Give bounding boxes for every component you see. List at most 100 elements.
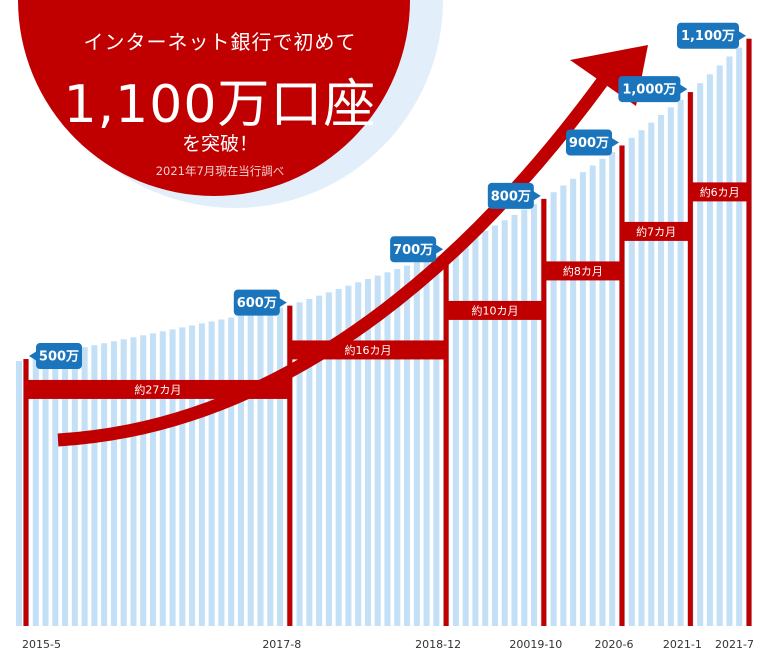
x-tick-label: 2015-5 — [22, 638, 61, 651]
bar — [345, 285, 352, 626]
bar — [384, 272, 391, 626]
milestone-callout: 800万 — [487, 182, 541, 209]
interval-band — [446, 300, 544, 320]
milestone-callout: 600万 — [233, 289, 287, 316]
bar — [325, 292, 332, 626]
milestone-labels: 500万 600万 700万 800万 900万 1,000万 1,100万 — [29, 22, 746, 370]
milestone-callout: 500万 — [29, 343, 82, 370]
interval-band — [26, 379, 290, 399]
bar — [501, 220, 508, 627]
x-tick-label: 2020-6 — [595, 638, 634, 651]
bar — [433, 255, 440, 626]
bar — [560, 185, 567, 627]
bar — [423, 258, 430, 626]
milestone-label: 1,000万 — [622, 83, 676, 98]
x-tick-label: 2017-8 — [262, 638, 301, 651]
x-tick-label: 20019-10 — [509, 638, 562, 651]
milestone-label: 500万 — [39, 350, 79, 365]
milestone-line — [687, 92, 693, 626]
milestone-line — [746, 38, 752, 626]
milestone-callout: 1,000万 — [618, 76, 688, 103]
bar — [32, 357, 39, 626]
milestone-line — [443, 252, 449, 626]
headline-line3: を突破！ — [181, 133, 258, 155]
bar — [62, 351, 69, 626]
interval-band — [690, 182, 749, 202]
bar — [482, 230, 489, 626]
bar — [208, 321, 215, 626]
bar — [364, 278, 371, 626]
milestone-callout: 900万 — [565, 129, 619, 156]
headline-line1: インターネット銀行で初めて — [83, 30, 357, 54]
bar — [189, 325, 196, 626]
milestone-callout: 1,100万 — [677, 22, 746, 49]
bar — [228, 317, 235, 626]
milestone-line — [541, 198, 547, 626]
milestone-label: 800万 — [491, 189, 531, 204]
bar — [198, 323, 205, 626]
bar — [726, 56, 733, 627]
bar — [628, 137, 635, 626]
bar — [472, 236, 479, 627]
bar — [697, 83, 704, 626]
interval-label: 約27カ月 — [134, 382, 181, 396]
headline-note: 2021年7月現在当行調べ — [155, 164, 285, 178]
bar — [452, 246, 459, 626]
bar — [335, 288, 342, 626]
bar — [658, 114, 665, 627]
milestone-label: 900万 — [569, 136, 609, 151]
bar — [306, 298, 313, 626]
milestone-line — [287, 305, 293, 626]
interval-label: 約6カ月 — [700, 185, 740, 199]
x-axis-ticks: 2015-5 2017-8 2018-12 20019-10 2020-6 2021-1 2… — [22, 638, 754, 651]
bar — [237, 315, 244, 626]
bar — [638, 130, 645, 626]
bar — [531, 204, 538, 627]
bar — [267, 309, 274, 626]
bar — [91, 345, 98, 626]
milestone-label: 700万 — [393, 243, 433, 258]
monthly-bars — [16, 38, 753, 627]
bar — [589, 165, 596, 626]
bar — [677, 99, 684, 626]
bar — [550, 192, 557, 626]
milestone-callout: 700万 — [390, 236, 444, 263]
bar — [521, 209, 528, 626]
interval-label: 約8カ月 — [563, 264, 603, 278]
bar — [52, 353, 59, 626]
bar — [599, 158, 606, 626]
x-tick-label: 2021-7 — [715, 638, 754, 651]
interval-label: 約7カ月 — [636, 224, 676, 238]
bar — [16, 361, 22, 626]
bar — [355, 282, 362, 626]
bar — [374, 275, 381, 626]
bar — [296, 302, 303, 626]
bar — [394, 268, 401, 626]
bar — [110, 341, 117, 626]
bar — [736, 47, 743, 627]
milestone-line — [619, 145, 625, 626]
bar — [316, 295, 323, 626]
bar — [570, 178, 577, 626]
bar — [218, 319, 225, 626]
bar — [42, 355, 49, 626]
bar — [404, 265, 411, 626]
bar — [101, 343, 108, 626]
interval-band — [543, 261, 622, 281]
bar — [648, 122, 655, 626]
milestone-line — [23, 359, 29, 626]
bar — [159, 331, 166, 626]
bar — [140, 335, 147, 626]
headline-count: 1,100万口座 — [63, 75, 377, 135]
milestone-label: 600万 — [237, 296, 277, 311]
interval-label: 約16カ月 — [344, 343, 391, 357]
interval-band — [621, 221, 691, 241]
bar — [462, 241, 469, 626]
bar — [247, 313, 254, 626]
x-tick-label: 2021-1 — [663, 638, 702, 651]
bar — [169, 329, 176, 626]
bar — [491, 225, 499, 626]
bar — [413, 262, 420, 626]
bar — [81, 347, 88, 626]
bar — [179, 327, 186, 626]
